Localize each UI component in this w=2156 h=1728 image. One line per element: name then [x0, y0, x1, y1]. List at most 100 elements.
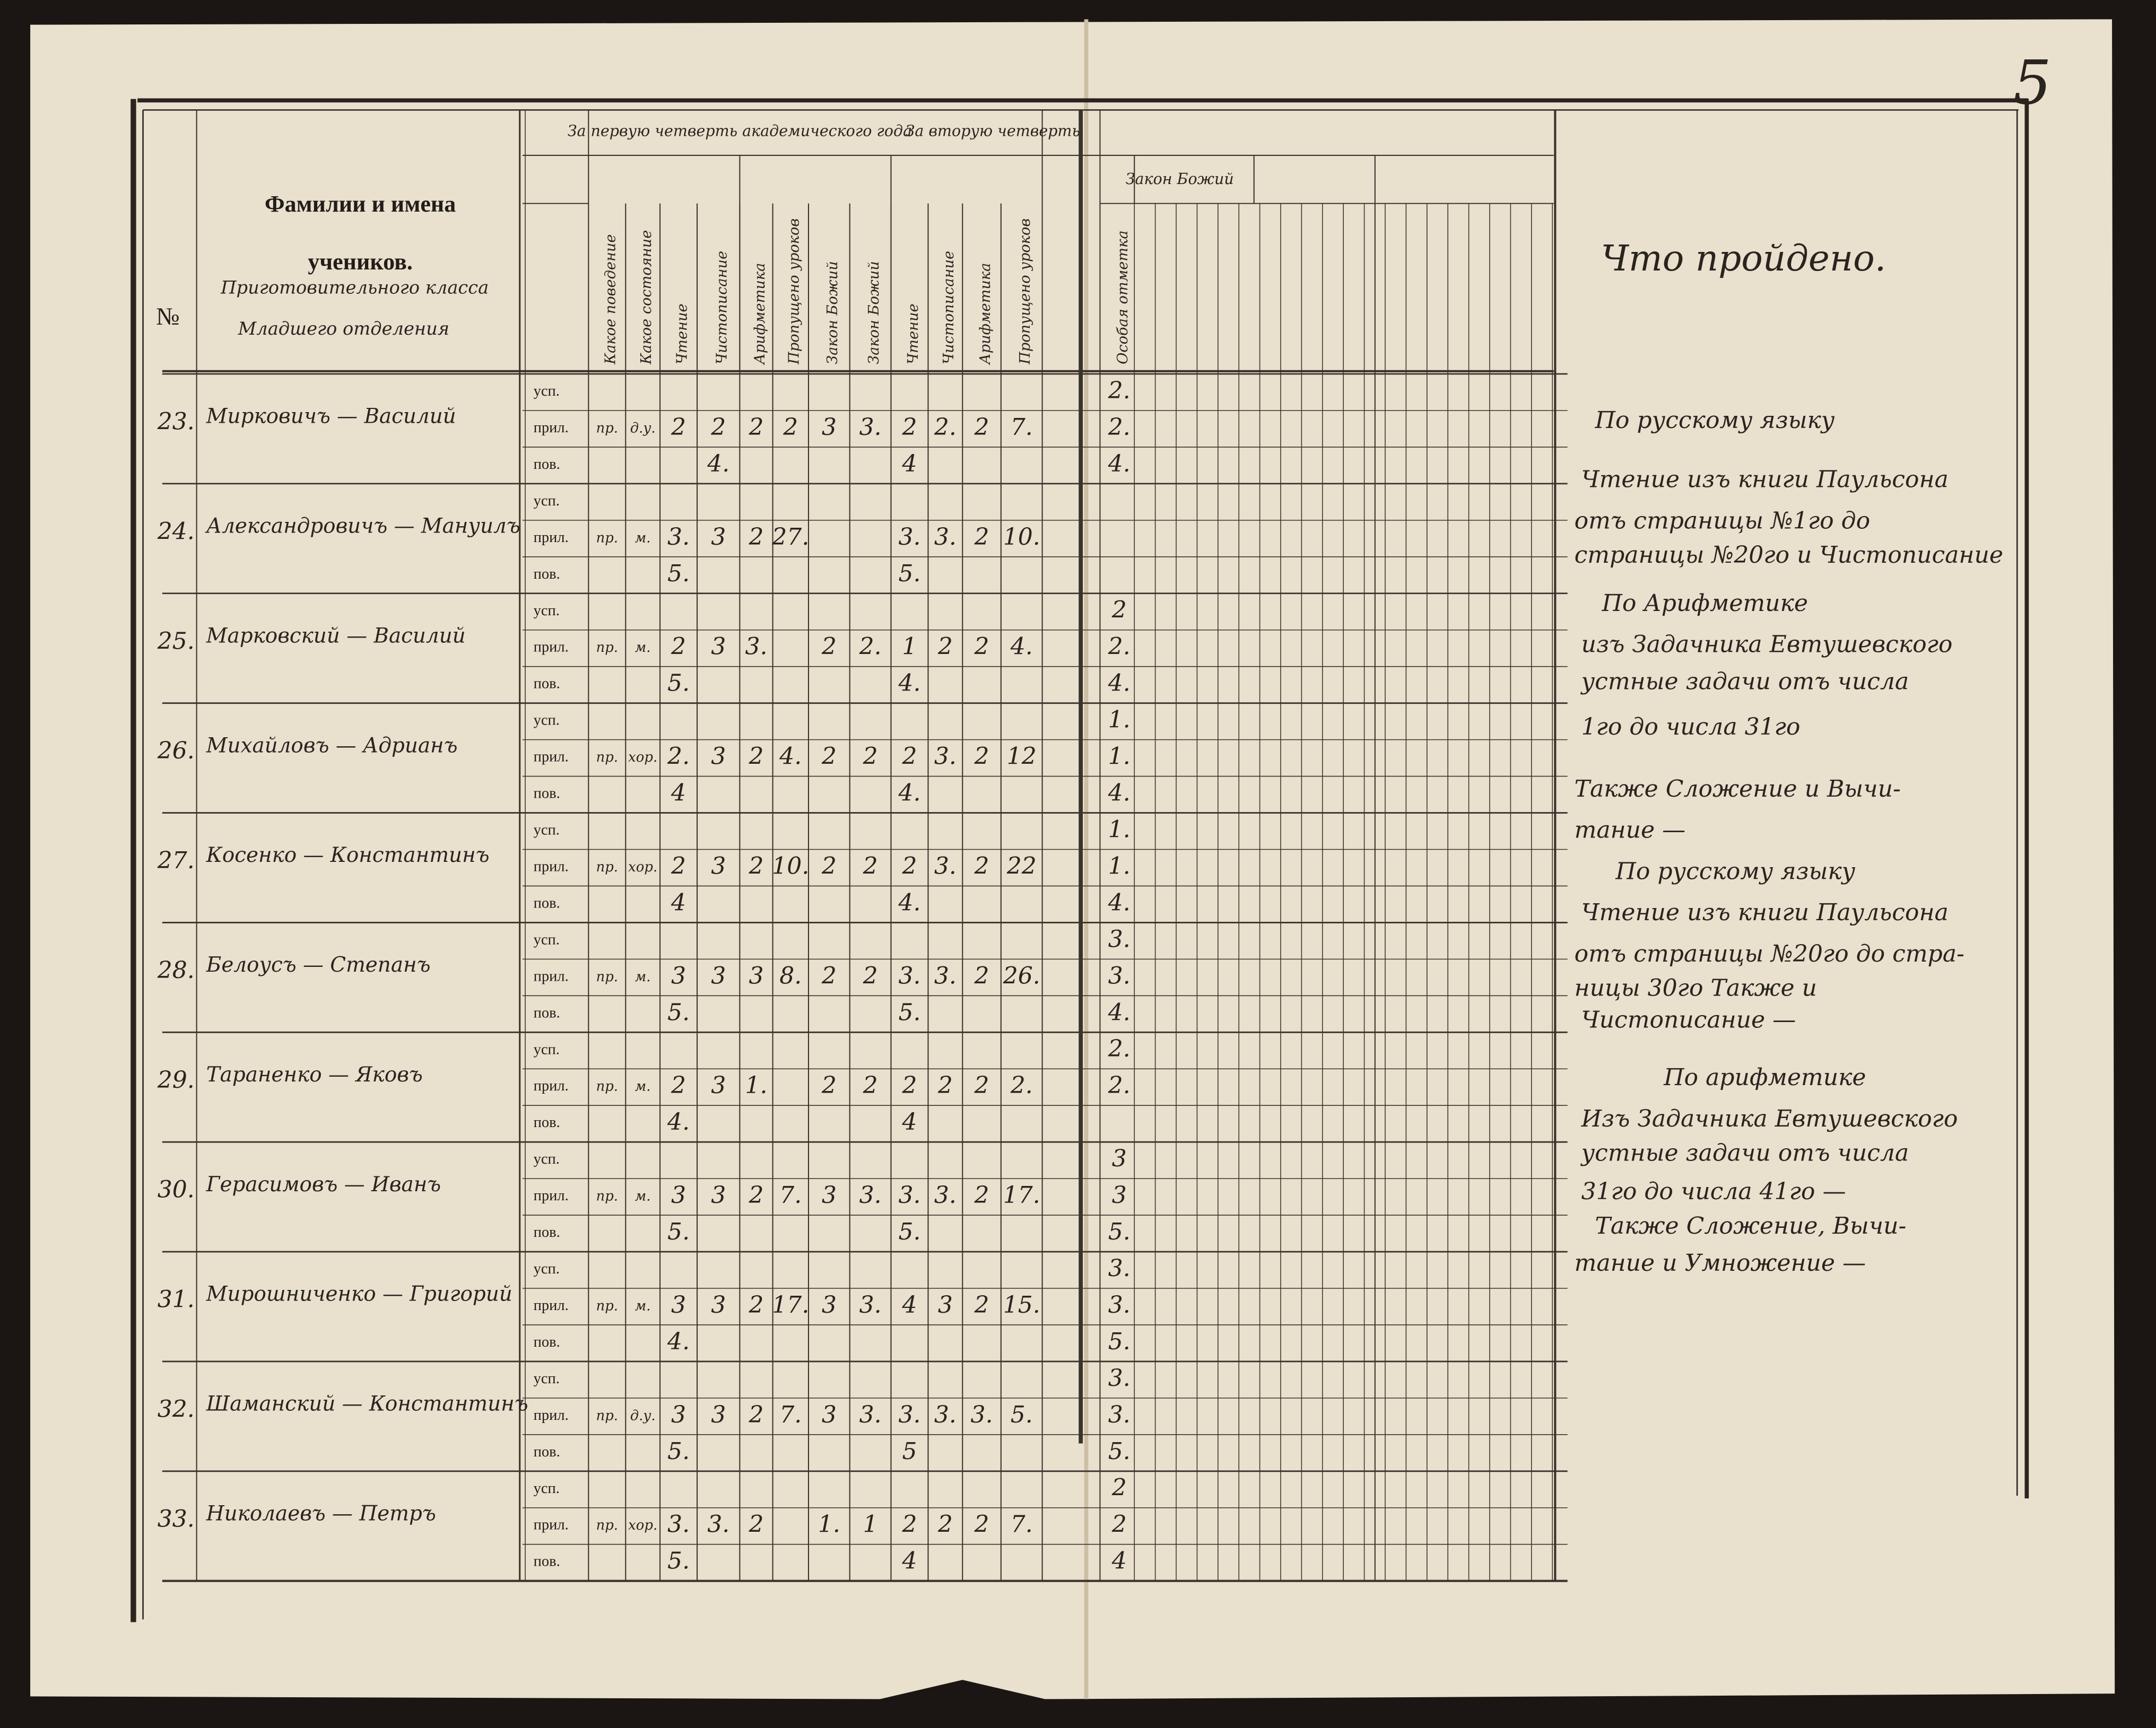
mark: 27. [771, 523, 809, 551]
mark: 5. [667, 1548, 690, 1575]
mark: 3 [671, 1182, 686, 1209]
row-label: прил. [534, 529, 569, 546]
row-label: усп. [534, 603, 560, 619]
mark: 7. [1011, 414, 1033, 441]
mark: пр. [596, 530, 619, 546]
mark: 4. [898, 670, 920, 697]
done-line: устные задачи отъ числа [1580, 1140, 1909, 1167]
mark: 1. [1108, 816, 1131, 843]
row-label: пов. [534, 895, 560, 911]
done-line: Чтение изъ книги Паульсона [1581, 899, 1949, 926]
student-number: 27. [157, 847, 195, 874]
student-name: Николаевъ — Петръ [206, 1502, 436, 1525]
mark: 3 [671, 1401, 686, 1428]
mark: 4. [1108, 450, 1131, 477]
student-number: 23. [157, 408, 195, 435]
column-group: Закон Божий [1126, 170, 1234, 188]
mark: 4. [707, 450, 729, 477]
student-number: 24. [157, 518, 195, 545]
mark: 3. [859, 1401, 882, 1428]
mark: пр. [596, 1517, 619, 1533]
row-label: прил. [534, 858, 569, 875]
mark: 3 [711, 633, 726, 660]
mark: 3 [711, 1182, 726, 1209]
column-group: За первую четверть академического года [568, 122, 912, 139]
mark: 2 [863, 852, 878, 879]
done-line: отъ страницы №1го до [1575, 507, 1870, 534]
mark: м. [635, 969, 651, 985]
row-label: пов. [534, 1114, 560, 1131]
mark: 2 [748, 743, 763, 770]
row-label: прил. [534, 1188, 569, 1204]
mark: 3 [711, 523, 726, 551]
mark: 2 [974, 852, 989, 879]
mark: 5. [667, 999, 690, 1026]
mark: 4. [779, 743, 802, 770]
mark: 3 [822, 1291, 837, 1319]
row-label: пов. [534, 1224, 560, 1241]
mark: 2 [821, 743, 837, 770]
mark: 4. [1108, 889, 1131, 916]
mark: 2 [863, 743, 878, 770]
mark: 2 [974, 633, 989, 660]
mark: 1. [1108, 743, 1131, 770]
row-label: прил. [534, 1078, 569, 1094]
row-label: пов. [534, 1554, 560, 1570]
mark: м. [635, 1298, 651, 1314]
mark: 3. [1108, 926, 1131, 953]
row-label: усп. [534, 712, 560, 729]
mark: 3. [859, 414, 882, 441]
mark: 2 [974, 523, 989, 551]
mark: 3. [898, 523, 920, 551]
mark: 2 [748, 852, 763, 879]
mark: 3 [1112, 1182, 1127, 1209]
row-label: пов. [534, 456, 560, 473]
mark: 3. [934, 1401, 957, 1428]
row-label: пов. [534, 786, 560, 802]
mark: пр. [596, 1408, 619, 1424]
mark: 5. [898, 560, 920, 587]
mark: пр. [596, 420, 619, 436]
mark: 17. [1003, 1182, 1040, 1209]
mark: 2 [863, 1072, 878, 1099]
mark: 3. [667, 1511, 690, 1538]
mark: 5. [667, 1218, 690, 1245]
row-label: усп. [534, 493, 560, 509]
mark: 3 [822, 1182, 837, 1209]
student-number: 29. [157, 1067, 195, 1094]
row-label: прил. [534, 1297, 569, 1314]
done-line: По русскому языку [1595, 407, 1835, 434]
mark: 2 [901, 414, 917, 441]
mark: хор. [628, 859, 657, 875]
mark: 5. [898, 1218, 920, 1245]
number-sign: № [156, 303, 180, 330]
mark: 2. [934, 414, 957, 441]
mark: 3. [934, 1182, 957, 1209]
mark: пр. [596, 969, 619, 985]
mark: 4 [901, 450, 917, 477]
student-name: Тараненко — Яковъ [206, 1063, 423, 1087]
done-line: тание и Умножение — [1575, 1250, 1866, 1277]
row-label: пов. [534, 1444, 560, 1460]
row-label: усп. [534, 1261, 560, 1277]
row-label: прил. [534, 639, 569, 656]
mark: 1. [1108, 852, 1131, 879]
student-name: Марковский — Василий [206, 624, 466, 648]
mark: 4. [1108, 670, 1131, 697]
mark: 2 [901, 1072, 917, 1099]
mark: 22 [1006, 852, 1037, 879]
column-heading: Арифметика [977, 263, 994, 365]
mark: 3 [822, 1401, 837, 1428]
mark: 2 [783, 414, 798, 441]
mark: 5. [667, 670, 690, 697]
done-line: устные задачи отъ числа [1580, 668, 1909, 695]
mark: м. [635, 640, 651, 656]
mark: 3. [934, 523, 957, 551]
mark: пр. [596, 1079, 619, 1095]
student-name: Косенко — Константинъ [206, 843, 490, 867]
done-line: 31го до числа 41го — [1581, 1178, 1846, 1205]
mark: 4. [898, 889, 920, 916]
mark: 1 [863, 1511, 878, 1538]
column-heading: Какое поведение [603, 234, 619, 365]
column-heading: Чистописание [941, 251, 957, 364]
